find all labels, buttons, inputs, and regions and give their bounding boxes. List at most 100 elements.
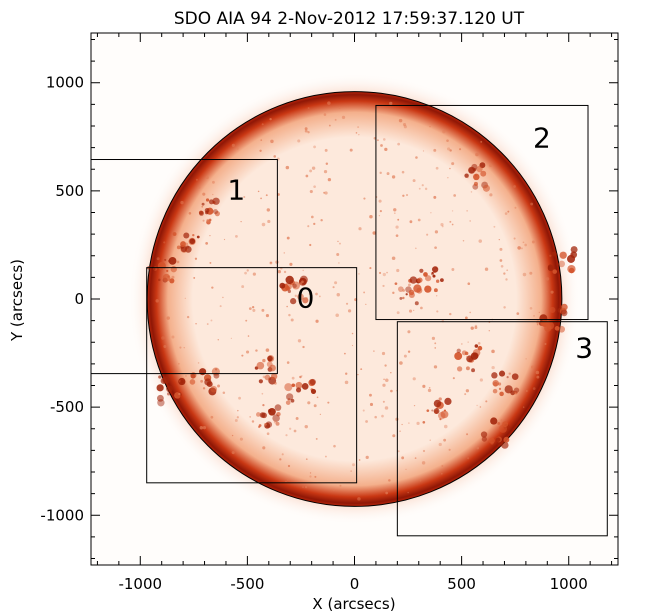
disk-speckle [386, 271, 388, 274]
disk-speckle [209, 235, 211, 237]
disk-speckle [304, 129, 308, 133]
disk-speckle [383, 378, 385, 381]
emission-blob [205, 198, 210, 202]
y-axis-label: Y (arcsecs) [8, 259, 26, 342]
disk-speckle [403, 125, 407, 129]
emission-blob [268, 409, 272, 413]
disk-speckle [491, 349, 495, 354]
emission-blob [503, 436, 510, 443]
emission-blob [495, 437, 501, 443]
disk-speckle [381, 414, 384, 418]
disk-speckle [283, 270, 287, 274]
disk-speckle [452, 377, 455, 380]
emission-blob [158, 278, 161, 282]
disk-speckle [466, 355, 468, 358]
emission-blob [554, 326, 560, 331]
axis-ticks [91, 33, 618, 565]
disk-speckle [448, 448, 451, 451]
emission-blob [465, 366, 470, 371]
emission-blob [501, 441, 509, 449]
disk-speckle [336, 252, 340, 256]
disk-speckle [286, 478, 289, 481]
disk-speckle [323, 170, 328, 174]
emission-blob [274, 404, 282, 411]
disk-speckle [421, 461, 426, 465]
region-label: 0 [297, 282, 315, 315]
disk-speckle [222, 296, 224, 299]
emission-blob [258, 379, 263, 384]
emission-blob [431, 409, 434, 412]
disk-speckle [307, 107, 310, 109]
disk-speckle [209, 261, 212, 264]
disk-speckle [485, 400, 488, 403]
disk-speckle [500, 419, 503, 422]
disk-speckle [491, 365, 495, 370]
disk-speckle [403, 123, 407, 127]
disk-speckle [514, 206, 517, 209]
emission-blob [433, 288, 438, 293]
disk-speckle [357, 497, 361, 501]
emission-blob [189, 238, 196, 245]
emission-blob [166, 269, 169, 273]
emission-blob [498, 370, 506, 377]
disk-speckle [365, 420, 368, 423]
disk-speckle [525, 358, 527, 360]
disk-speckle [544, 342, 547, 345]
disk-speckle [338, 262, 340, 264]
disk-speckle [408, 309, 413, 313]
disk-speckle [414, 457, 417, 459]
disk-speckle [451, 268, 455, 271]
emission-blob [256, 361, 265, 370]
disk-speckle [155, 299, 159, 303]
disk-speckle [319, 413, 322, 416]
disk-speckle [315, 292, 318, 296]
disk-speckle [449, 220, 452, 223]
disk-speckle [309, 189, 313, 194]
disk-speckle [309, 243, 312, 247]
emission-blob [295, 381, 303, 389]
disk-speckle [285, 165, 290, 170]
emission-blob [567, 264, 576, 274]
emission-blob [301, 383, 309, 390]
disk-speckle [433, 365, 438, 369]
disk-speckle [507, 210, 510, 213]
disk-speckle [257, 190, 260, 193]
disk-speckle [374, 415, 377, 419]
emission-blob [210, 385, 218, 393]
disk-speckle [297, 339, 302, 343]
emission-blob [490, 417, 498, 425]
disk-speckle [489, 164, 493, 168]
disk-speckle [391, 256, 396, 261]
emission-blob [180, 245, 188, 253]
disk-speckle [392, 291, 395, 295]
disk-speckle [382, 383, 386, 387]
disk-speckle [230, 337, 232, 340]
disk-speckle [212, 180, 215, 184]
disk-speckle [341, 115, 346, 120]
disk-speckle [161, 336, 165, 340]
disk-speckle [295, 417, 299, 420]
disk-speckle [385, 491, 389, 495]
emission-blob [166, 385, 173, 393]
x-tick-label: 0 [350, 575, 360, 593]
emission-blob [432, 274, 436, 278]
disk-speckle [243, 196, 246, 199]
disk-speckle [363, 291, 366, 294]
disk-speckle [238, 396, 241, 400]
disk-speckle [433, 148, 437, 152]
disk-speckle [435, 295, 438, 297]
disk-speckle [417, 218, 421, 222]
emission-blob [180, 380, 184, 384]
emission-blob [291, 281, 301, 290]
emission-blob [502, 421, 509, 428]
disk-speckle [536, 375, 540, 379]
disk-speckle [369, 214, 373, 219]
disk-speckle [307, 131, 310, 134]
disk-speckle [183, 346, 185, 349]
disk-speckle [241, 285, 245, 288]
disk-speckle [286, 236, 290, 240]
disk-speckle [186, 315, 190, 319]
emission-blob [279, 282, 286, 289]
emission-blob [456, 366, 463, 372]
disk-speckle [396, 268, 400, 273]
